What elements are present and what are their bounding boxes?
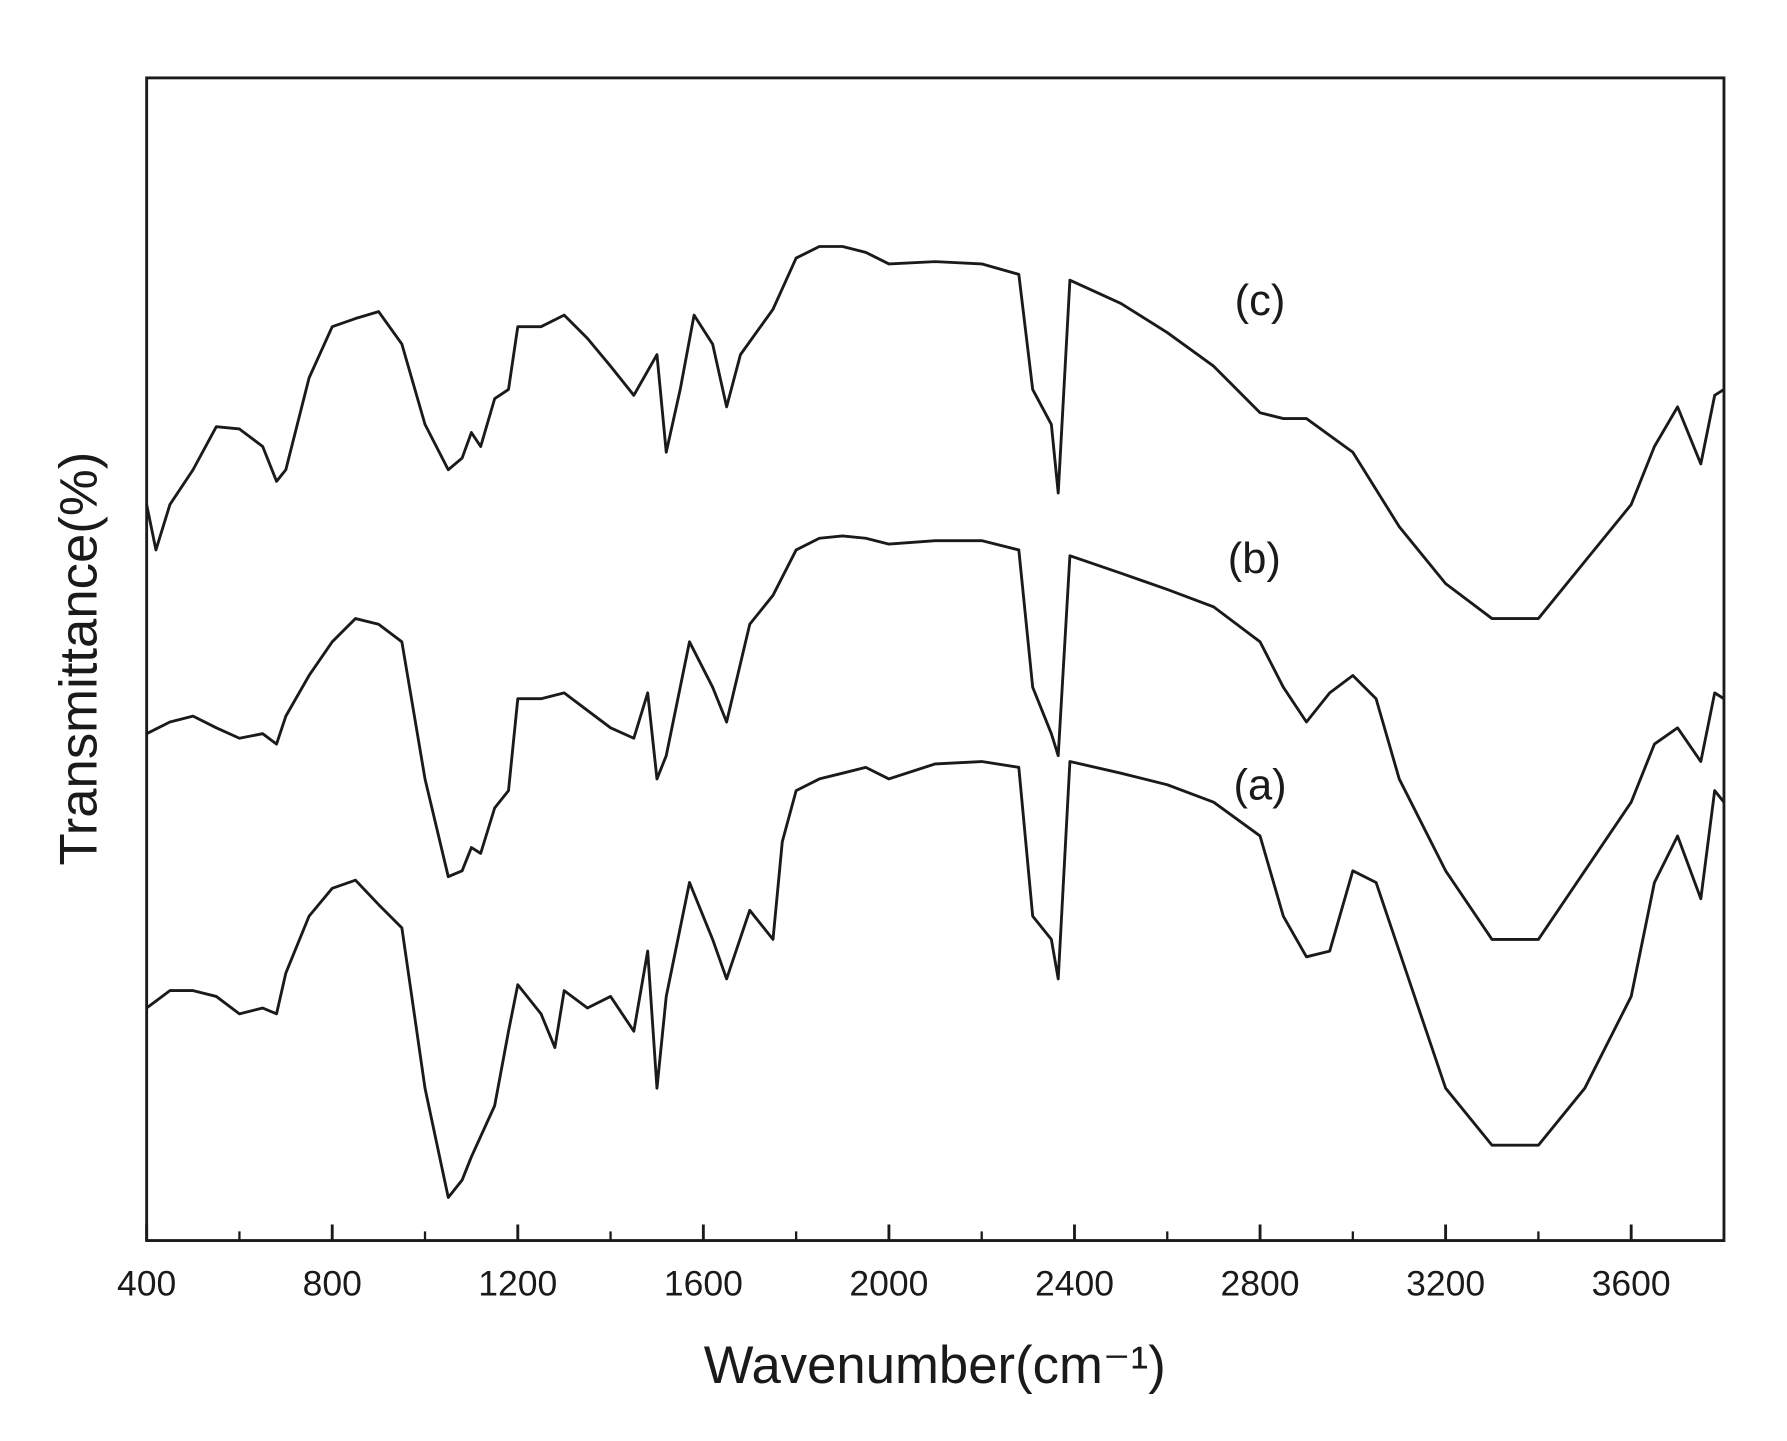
x-axis-title: Wavenumber(cm⁻¹) bbox=[704, 1336, 1166, 1395]
x-tick-label: 1200 bbox=[478, 1264, 557, 1304]
series-label: (c) bbox=[1235, 277, 1286, 325]
spectrum-line bbox=[145, 760, 1726, 1199]
x-tick-label: 2400 bbox=[1035, 1264, 1114, 1304]
series-label: (b) bbox=[1228, 535, 1281, 583]
x-tick-label: 400 bbox=[117, 1264, 176, 1304]
x-tick-label: 2800 bbox=[1221, 1264, 1300, 1304]
x-tick-label: 2000 bbox=[849, 1264, 928, 1304]
spectrum-line bbox=[145, 245, 1725, 620]
series-label: (a) bbox=[1233, 762, 1286, 810]
plot-frame bbox=[145, 76, 1726, 1242]
x-tick-label: 800 bbox=[303, 1264, 362, 1304]
spectrum-line bbox=[146, 534, 1725, 941]
x-tick-label: 3200 bbox=[1406, 1264, 1485, 1304]
y-axis-title: Transmittance(%) bbox=[49, 452, 108, 866]
x-tick-label: 1600 bbox=[664, 1264, 743, 1304]
x-tick-label: 3600 bbox=[1592, 1264, 1671, 1304]
